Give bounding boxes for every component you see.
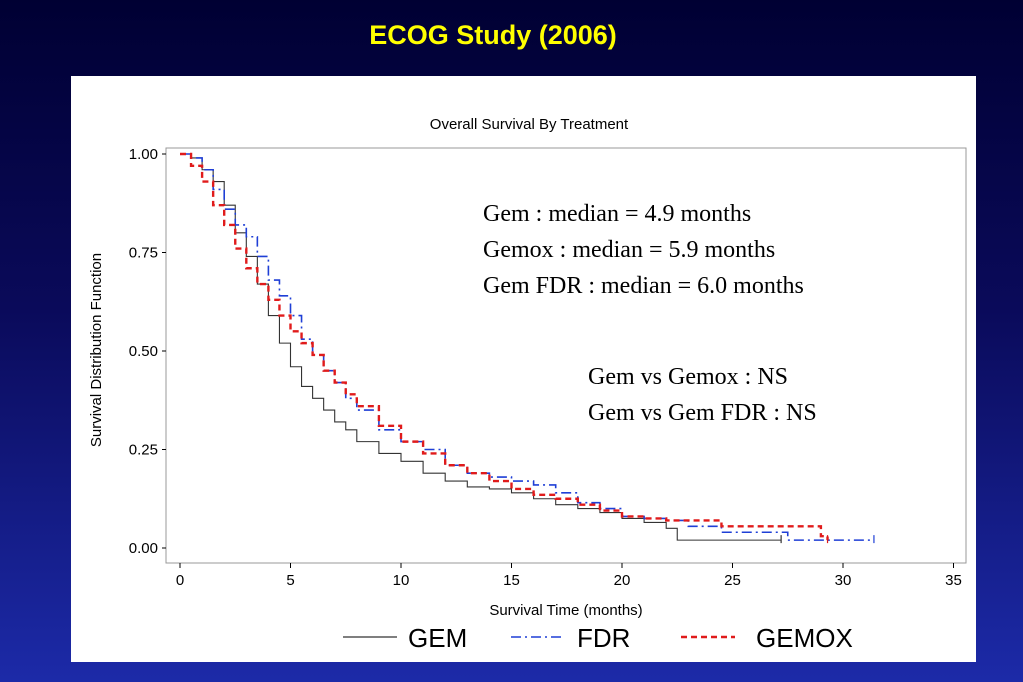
y-tick-label: 0.50	[129, 343, 158, 360]
median-gem: Gem : median = 4.9 months	[483, 201, 752, 227]
survival-chart: Overall Survival By Treatment 0.00 0.25 0.5…	[88, 116, 967, 653]
y-tick-label: 1.00	[129, 146, 158, 163]
x-tick-label: 15	[503, 572, 520, 589]
y-tick-label: 0.25	[129, 442, 158, 459]
y-axis-label: Survival Distribution Function	[88, 253, 105, 447]
median-annotations: Gem : median = 4.9 months Gemox : median…	[483, 196, 804, 304]
y-tick-label: 0.75	[129, 245, 158, 262]
x-tick-label: 30	[835, 572, 852, 589]
chart-title: Overall Survival By Treatment	[430, 116, 629, 133]
x-axis-label: Survival Time (months)	[489, 602, 642, 619]
comparison-gem-gemfdr: Gem vs Gem FDR : NS	[588, 400, 817, 426]
median-gemox: Gemox : median = 5.9 months	[483, 237, 776, 263]
legend-label-fdr: FDR	[577, 623, 630, 653]
x-tick-label: 5	[286, 572, 294, 589]
median-gemfdr: Gem FDR : median = 6.0 months	[483, 273, 804, 299]
x-tick-label: 0	[176, 572, 184, 589]
x-tick-label: 35	[945, 572, 962, 589]
series-line-gemox	[180, 152, 829, 541]
legend-label-gem: GEM	[408, 623, 467, 653]
legend-label-gemox: GEMOX	[756, 623, 853, 653]
series-line-fdr	[180, 153, 874, 541]
x-tick-label: 20	[614, 572, 631, 589]
comparison-annotations: Gem vs Gemox : NS Gem vs Gem FDR : NS	[588, 359, 817, 431]
plot-frame	[165, 147, 967, 564]
x-tick-label: 25	[724, 572, 741, 589]
x-tick-label: 10	[393, 572, 410, 589]
slide-title: ECOG Study (2006)	[369, 20, 617, 50]
y-tick-label: 0.00	[129, 540, 158, 557]
chart-panel: Overall Survival By Treatment 0.00 0.25 0.5…	[71, 76, 976, 662]
comparison-gem-gemox: Gem vs Gemox : NS	[588, 364, 788, 390]
